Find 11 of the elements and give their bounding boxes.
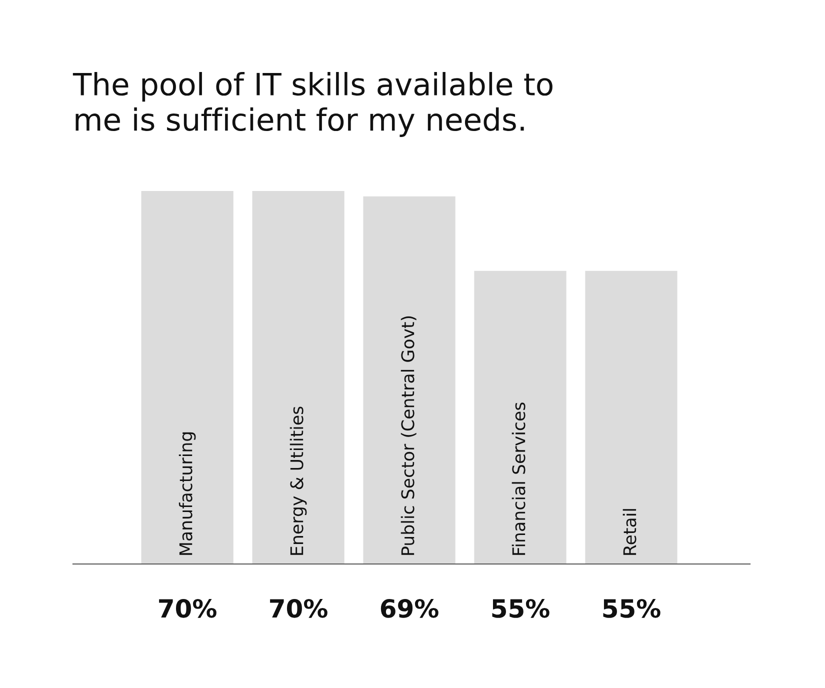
data-label: 55% bbox=[492, 598, 550, 618]
chart-title: The pool of IT skills available to me is sufficient for my needs. bbox=[72, 72, 552, 137]
data-label: 70% bbox=[159, 598, 216, 618]
x-tick-label: Energy & Utilities bbox=[290, 406, 307, 555]
data-label: 55% bbox=[603, 598, 660, 618]
x-tick-label: Manufacturing bbox=[178, 432, 196, 555]
x-tick-label: Financial Services bbox=[512, 402, 526, 555]
data-label: 69% bbox=[380, 598, 438, 618]
x-tick-label: Public Sector (Central Govt) bbox=[400, 316, 416, 555]
data-label: 70% bbox=[270, 598, 328, 618]
x-tick-label: Retail bbox=[622, 509, 636, 555]
